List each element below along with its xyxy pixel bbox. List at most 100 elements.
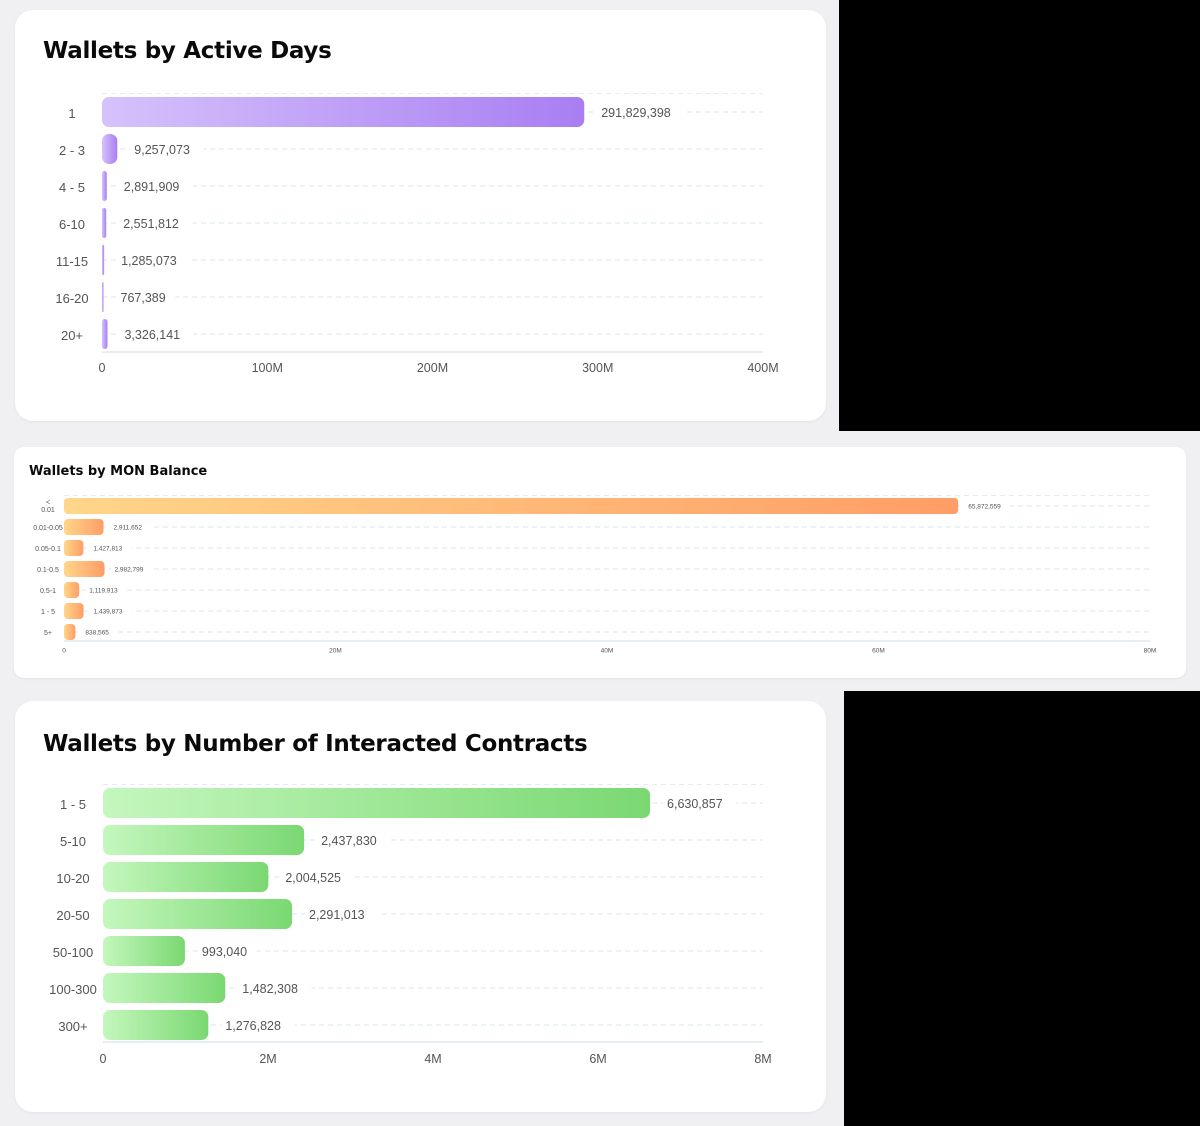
mon-balance-value-label: 65,872,559 — [968, 503, 1001, 510]
active-days-category-label: 2 - 3 — [59, 143, 85, 158]
value-label-background — [238, 978, 312, 998]
value-label-background — [305, 904, 379, 924]
mon-balance-category-label: 0.05-0.1 — [35, 546, 61, 553]
mon-balance-bar[interactable] — [64, 624, 76, 640]
interacted-contracts-category-label: 10-20 — [56, 871, 89, 886]
interacted-contracts-x-tick-label: 0 — [100, 1052, 107, 1066]
interacted-contracts-x-tick-label: 2M — [259, 1052, 276, 1066]
value-label-background — [89, 543, 132, 553]
active-days-bar[interactable] — [102, 97, 585, 127]
active-days-value-label: 9,257,073 — [134, 143, 190, 157]
interacted-contracts-category-label: 100-300 — [49, 982, 97, 997]
mon-balance-category-label: 0.5-1 — [40, 588, 56, 595]
active-days-value-label: 1,285,073 — [121, 254, 177, 268]
mon-balance-value-label: 1,119,913 — [89, 587, 118, 594]
interacted-contracts-x-tick-label: 4M — [424, 1052, 441, 1066]
active-days-x-tick-label: 300M — [582, 361, 613, 375]
value-label-background — [120, 324, 194, 344]
interacted-contracts-category-label: 300+ — [58, 1019, 87, 1034]
active-days-value-label: 2,891,909 — [124, 180, 180, 194]
interacted-contracts-category-label: 1 - 5 — [60, 797, 86, 812]
black-region-bottom — [844, 691, 1200, 1126]
interacted-contracts-title: Wallets by Number of Interacted Contract… — [43, 731, 588, 757]
interacted-contracts-value-label: 6,630,857 — [667, 797, 723, 811]
value-label-background — [317, 830, 391, 850]
active-days-bar[interactable] — [102, 282, 104, 312]
mon-balance-title: Wallets by MON Balance — [29, 464, 208, 479]
mon-balance-bar[interactable] — [64, 498, 959, 514]
interacted-contracts-x-tick-label: 8M — [754, 1052, 771, 1066]
value-label-background — [89, 606, 132, 616]
active-days-bar[interactable] — [102, 208, 107, 238]
interacted-contracts-chart: 1 - 5 6,630,857 5-10 2,437,830 10-20 2,004,52… — [49, 784, 772, 1066]
active-days-bar[interactable] — [102, 171, 107, 201]
mon-balance-card: Wallets by MON Balance <0.01 65,872,559 0.… — [14, 447, 1186, 678]
interacted-contracts-bar[interactable] — [103, 788, 651, 818]
mon-balance-value-label: 2,982,799 — [114, 566, 143, 573]
mon-balance-x-tick-label: 60M — [872, 648, 885, 655]
active-days-value-label: 767,389 — [121, 291, 166, 305]
value-label-background — [85, 585, 128, 595]
value-label-background — [109, 522, 152, 532]
interacted-contracts-bar[interactable] — [103, 899, 293, 929]
interacted-contracts-value-label: 2,291,013 — [309, 908, 365, 922]
active-days-bar[interactable] — [102, 245, 105, 275]
mon-balance-x-tick-label: 80M — [1144, 648, 1157, 655]
value-label-background — [221, 1015, 295, 1035]
mon-balance-value-label: 2,911,652 — [114, 524, 143, 531]
interacted-contracts-value-label: 2,437,830 — [321, 834, 377, 848]
mon-balance-value-label: 1,427,813 — [93, 545, 122, 552]
mon-balance-bar[interactable] — [64, 519, 104, 535]
mon-balance-value-label: 838,565 — [85, 629, 109, 636]
interacted-contracts-bar[interactable] — [103, 973, 226, 1003]
value-label-background — [964, 501, 1010, 511]
active-days-x-tick-label: 0 — [99, 361, 106, 375]
value-label-background — [197, 941, 257, 961]
interacted-contracts-value-label: 2,004,525 — [285, 871, 341, 885]
mon-balance-category-label: 0.01-0.05 — [33, 525, 63, 532]
mon-balance-category-label: 0.01 — [41, 507, 55, 514]
active-days-bar[interactable] — [102, 134, 118, 164]
value-label-background — [81, 627, 116, 637]
active-days-bar[interactable] — [102, 319, 108, 349]
active-days-value-label: 2,551,812 — [123, 217, 179, 231]
active-days-category-label: 6-10 — [59, 217, 85, 232]
value-label-background — [117, 250, 191, 270]
active-days-x-tick-label: 100M — [252, 361, 283, 375]
mon-balance-bar[interactable] — [64, 540, 84, 556]
active-days-category-label: 1 — [68, 106, 75, 121]
mon-balance-x-tick-label: 20M — [329, 648, 342, 655]
active-days-value-label: 3,326,141 — [124, 328, 180, 342]
interacted-contracts-bar[interactable] — [103, 825, 305, 855]
value-label-background — [116, 287, 176, 307]
interacted-contracts-value-label: 1,482,308 — [242, 982, 298, 996]
mon-balance-bar[interactable] — [64, 603, 84, 619]
interacted-contracts-bar[interactable] — [103, 936, 185, 966]
active-days-card: Wallets by Active Days 1 291,829,398 2 - 3… — [15, 10, 826, 421]
mon-balance-x-tick-label: 0 — [62, 648, 66, 655]
interacted-contracts-value-label: 1,276,828 — [225, 1019, 281, 1033]
mon-balance-bar[interactable] — [64, 561, 105, 577]
interacted-contracts-category-label: 5-10 — [60, 834, 86, 849]
mon-balance-category-label: < — [46, 500, 50, 507]
active-days-x-tick-label: 400M — [747, 361, 778, 375]
active-days-title: Wallets by Active Days — [43, 38, 332, 64]
mon-balance-x-tick-label: 40M — [601, 648, 614, 655]
mon-balance-chart: <0.01 65,872,559 0.01-0.05 2,911,652 0.05-0.… — [33, 495, 1157, 655]
interacted-contracts-category-label: 50-100 — [53, 945, 93, 960]
value-label-background — [130, 139, 204, 159]
interacted-contracts-bar[interactable] — [103, 862, 269, 892]
mon-balance-bar[interactable] — [64, 582, 80, 598]
mon-balance-category-label: 5+ — [44, 630, 52, 637]
active-days-category-label: 11-15 — [56, 254, 88, 269]
active-days-category-label: 16-20 — [55, 291, 88, 306]
value-label-background — [119, 213, 193, 233]
mon-balance-category-label: 0.1-0.5 — [37, 567, 59, 574]
active-days-category-label: 4 - 5 — [59, 180, 85, 195]
value-label-background — [663, 793, 737, 813]
interacted-contracts-value-label: 993,040 — [202, 945, 247, 959]
interacted-contracts-bar[interactable] — [103, 1010, 209, 1040]
active-days-category-label: 20+ — [61, 328, 83, 343]
value-label-background — [597, 102, 685, 122]
mon-balance-category-label: 1 - 5 — [41, 609, 55, 616]
